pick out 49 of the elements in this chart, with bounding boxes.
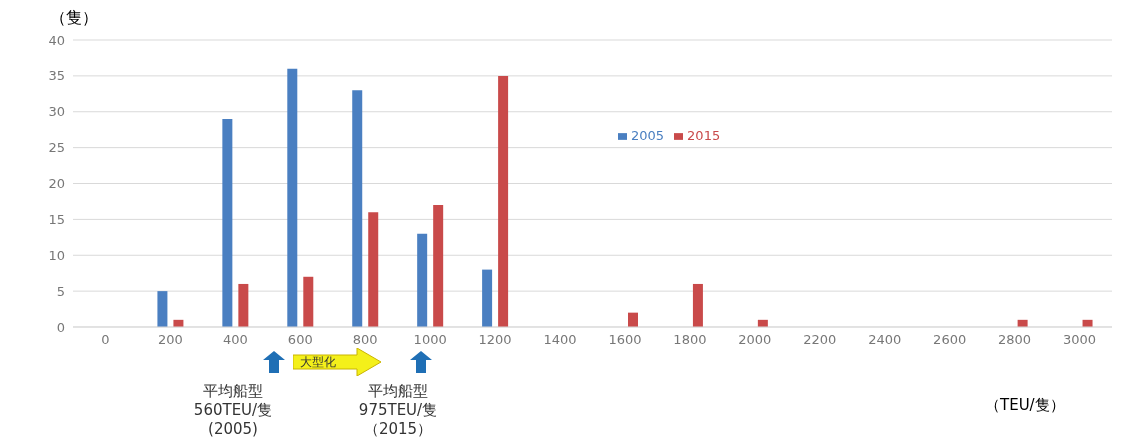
bar [287,68,298,327]
legend-label: 2005 [631,128,665,143]
x-tick-label: 2400 [868,332,902,348]
text: 大型化 [300,354,336,371]
x-tick-label: 0 [101,332,110,348]
y-tick-label: 10 [48,247,65,263]
x-axis-title: （TEU/隻） [985,396,1065,415]
bar [222,118,233,327]
x-tick-label: 1200 [478,332,512,348]
text: （2015） [362,420,434,438]
bar [433,205,444,327]
text: 平均船型 [367,382,429,400]
x-tick-label: 1600 [608,332,642,348]
x-tick-label: 2200 [803,332,837,348]
x-tick-label: 400 [222,332,248,348]
bar [692,283,703,327]
x-tick-label: 3000 [1062,332,1097,348]
x-tick-label: 2600 [933,332,967,348]
x-tick-label: 800 [352,332,378,348]
x-tick-label: 200 [157,332,183,348]
x-tick-label: 2800 [998,332,1032,348]
y-tick-label: 5 [56,283,65,299]
y-tick-label: 0 [56,319,65,335]
bar [417,233,428,327]
bar [303,276,314,327]
x-tick-label: 1800 [673,332,707,348]
y-tick-label: 40 [48,32,65,48]
y-tick-label: 20 [48,176,65,192]
y-tick-label: 30 [48,104,65,120]
bar [627,312,638,327]
bar [498,75,509,327]
text: 平均船型 [202,382,264,400]
x-tick-label: 1400 [543,332,577,348]
text: (2005) [207,420,259,438]
bar [238,283,249,327]
text: 975TEU/隻 [357,401,439,419]
bar [352,90,363,327]
y-tick-label: 35 [48,68,65,84]
legend-label: 2015 [687,128,721,143]
x-tick-label: 2000 [738,332,772,348]
bar [482,269,493,327]
y-axis-title: （隻） [50,8,98,29]
x-tick-label: 600 [287,332,313,348]
y-tick-label: 15 [48,211,65,227]
text: 560TEU/隻 [192,401,274,419]
bar [157,291,168,327]
x-tick-label: 1000 [413,332,447,348]
y-tick-label: 25 [48,140,65,156]
bar [368,212,379,327]
